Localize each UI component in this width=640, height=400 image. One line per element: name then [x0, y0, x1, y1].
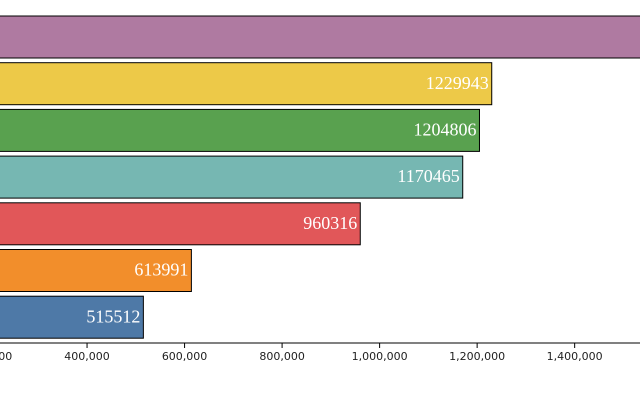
x-tick-label: 1,000,000: [352, 350, 408, 363]
x-tick-label: 1,400,000: [547, 350, 603, 363]
bar: [0, 15, 640, 59]
bar: [0, 108, 480, 152]
x-tick-label: 400,000: [64, 350, 110, 363]
value-label: 515512: [86, 306, 140, 326]
x-tick-label: 200,000: [0, 350, 12, 363]
x-tick-label: 1,200,000: [449, 350, 505, 363]
value-label: 613991: [134, 260, 188, 280]
bar: [0, 62, 493, 106]
value-label: 960316: [303, 213, 357, 233]
x-tick-label: 600,000: [162, 350, 208, 363]
bar: [0, 202, 361, 246]
value-label: 1229943: [426, 73, 489, 93]
bar: [0, 155, 464, 199]
bar: [0, 249, 192, 292]
bars: [0, 15, 640, 339]
value-label: 1204806: [413, 120, 476, 140]
x-tick-label: 800,000: [259, 350, 305, 363]
bar: [0, 295, 144, 339]
value-label: 1170465: [397, 166, 459, 186]
